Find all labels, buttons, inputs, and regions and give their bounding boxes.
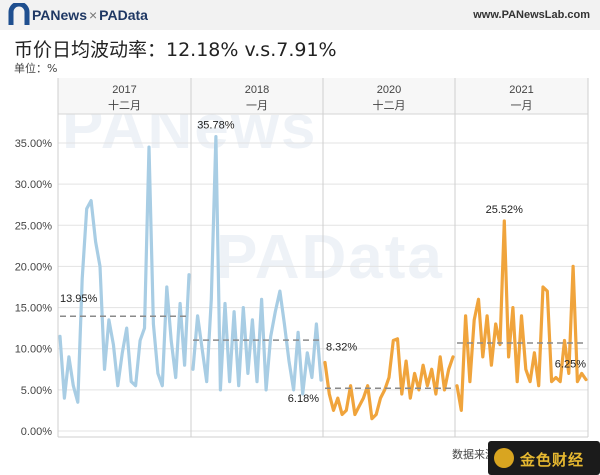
chart-title: 币价日均波动率：12.18% v.s.7.91% [14,39,337,61]
panel-month-label: 一月 [246,99,268,112]
panews-logo-icon [8,3,30,25]
coin-icon [494,448,514,468]
panel-year-label: 2020 [377,84,401,96]
series-line-2021 [455,219,588,412]
site-url[interactable]: www.PANewsLab.com [473,9,590,21]
header-bar: PANews × PAData www.PANewsLab.com [0,0,600,30]
series-line-2020 [323,337,455,421]
series-line-2018 [191,135,323,396]
panel-year-label: 2017 [112,84,136,96]
peak-label: 35.78% [197,120,235,132]
panel-month-label: 十二月 [108,98,141,112]
y-tick-label: 35.00% [15,138,53,150]
y-tick-label: 0.00% [21,426,52,438]
panel-month-label: 一月 [511,99,533,112]
footer-badge-text: 金色财经 [520,451,585,469]
end-value-label: 6.25% [555,359,586,371]
series-line-2017 [58,145,191,404]
y-tick-label: 30.00% [15,179,53,191]
logo-separator: × [88,7,98,23]
watermark-padata: PAData [216,223,444,292]
unit-label: 单位：% [14,62,58,75]
panel-year-label: 2018 [245,84,269,96]
logo-panews: PANews [32,7,87,23]
end-value-label: 6.18% [288,393,319,405]
y-tick-label: 10.00% [15,344,53,356]
footer-badge: 金色财经 [488,441,600,475]
y-tick-label: 5.00% [21,385,52,397]
panel-month-label: 十二月 [373,98,406,112]
panel-year-label: 2021 [509,84,533,96]
annotation-label: 8.32% [326,342,357,354]
annotation-label: 13.95% [60,293,98,305]
y-tick-label: 25.00% [15,220,53,232]
y-tick-label: 20.00% [15,261,53,273]
y-tick-label: 15.00% [15,303,53,315]
peak-label: 25.52% [486,204,524,216]
header-logo: PANews × PAData [32,7,148,23]
logo-padata: PAData [99,7,148,23]
